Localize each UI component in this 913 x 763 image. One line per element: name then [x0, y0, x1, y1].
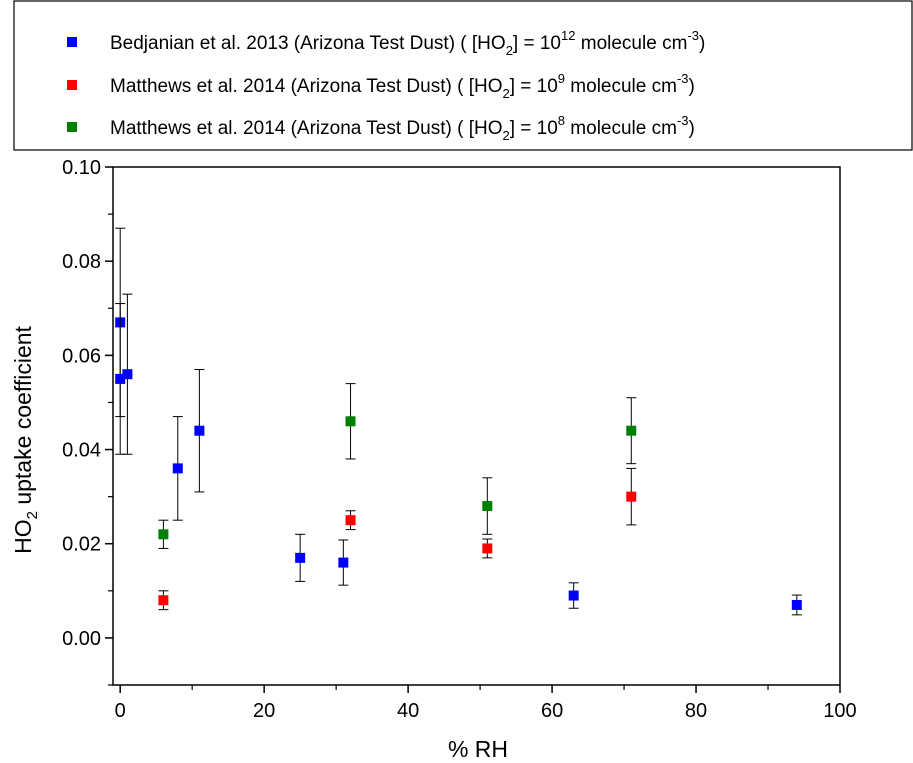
x-axis-title: % RH	[448, 736, 508, 762]
x-tick-label: 60	[541, 700, 563, 722]
legend-entry-1: Bedjanian et al. 2013 (Arizona Test Dust…	[67, 28, 705, 58]
data-point	[172, 463, 183, 474]
data-point	[791, 599, 802, 610]
y-tick-label: 0.08	[62, 251, 101, 273]
data-point	[194, 425, 205, 436]
legend: Bedjanian et al. 2013 (Arizona Test Dust…	[13, 0, 913, 151]
x-tick-label: 100	[823, 700, 856, 722]
data-point	[115, 373, 126, 384]
legend-label: Matthews et al. 2014 (Arizona Test Dust)…	[110, 113, 695, 143]
x-tick-label: 40	[397, 700, 419, 722]
y-tick-label: 0.02	[62, 534, 101, 556]
y-tick-label: 0.00	[62, 628, 101, 650]
legend-label: Matthews et al. 2014 (Arizona Test Dust)…	[110, 71, 695, 101]
data-point	[482, 543, 493, 554]
data-point	[295, 552, 306, 563]
data-point	[482, 501, 493, 512]
y-tick-label: 0.06	[62, 345, 101, 367]
data-point	[345, 416, 356, 427]
y-tick-label: 0.10	[62, 157, 101, 179]
legend-marker	[67, 122, 77, 132]
data-point	[345, 515, 356, 526]
data-point	[626, 425, 637, 436]
legend-box	[13, 0, 913, 151]
series-1	[115, 227, 802, 616]
y-tick-label: 0.04	[62, 440, 101, 462]
data-point	[568, 590, 579, 601]
data-point	[338, 557, 349, 568]
legend-label: Bedjanian et al. 2013 (Arizona Test Dust…	[110, 28, 705, 58]
data-point	[626, 491, 637, 502]
data-point	[158, 595, 169, 606]
series-2	[158, 467, 637, 611]
data-point	[158, 529, 169, 540]
data-point	[122, 369, 133, 380]
y-axis-title: HO2 uptake coefficient	[10, 325, 41, 553]
legend-marker	[67, 37, 77, 47]
data-marks	[115, 227, 802, 616]
plot-frame	[112, 166, 841, 686]
legend-entry-3: Matthews et al. 2014 (Arizona Test Dust)…	[67, 113, 695, 143]
x-tick-label: 0	[115, 700, 126, 722]
legend-marker	[67, 80, 77, 90]
legend-entry-2: Matthews et al. 2014 (Arizona Test Dust)…	[67, 71, 695, 101]
x-tick-label: 80	[685, 700, 707, 722]
series-3	[158, 383, 637, 549]
axis-ticks: 0 20 40 60 80 100 0.00 0.02 0.04 0.06 0.08 0.10	[62, 157, 857, 722]
x-tick-label: 20	[253, 700, 275, 722]
